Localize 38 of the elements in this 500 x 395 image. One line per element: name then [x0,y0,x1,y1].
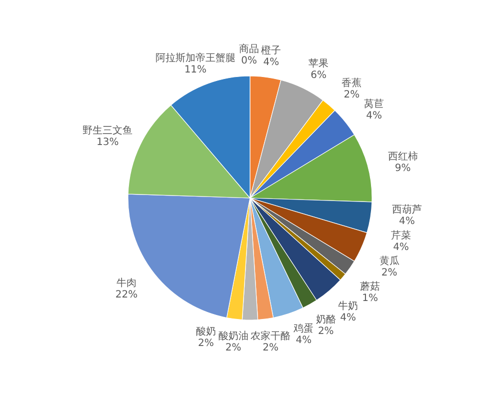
slice-label: 香蕉 [342,76,362,89]
data-label: 9% [394,162,411,174]
slice-label: 黄瓜 [379,254,400,267]
slice-label: 阿拉斯加帝王蟹腿 [155,52,236,64]
slice-label: 西葫芦 [392,203,422,216]
slice-label: 牛肉 [116,276,136,289]
slice-label: 橙子 [261,44,282,56]
data-label: 13% [96,137,119,148]
data-label: 6% [310,70,326,81]
data-label: 2% [225,342,242,354]
slice-label: 农家干酪 [250,330,291,342]
data-label: 4% [296,334,312,346]
data-label: 4% [399,216,415,227]
slice-label: 酸奶油 [218,330,248,342]
data-label: 2% [344,89,360,100]
data-label: 4% [366,110,382,122]
slice-label: 芹菜 [391,229,411,242]
data-label: 2% [198,338,214,349]
slice-label: 鸡蛋 [292,322,314,334]
slice-label: 苹果 [308,57,329,70]
slice-label: 野生三文鱼 [82,124,133,137]
data-label: 4% [263,56,280,68]
slice-label: 西红柿 [388,150,418,162]
data-label: 2% [318,326,334,337]
slice-label: 牛奶 [338,300,358,312]
slice-label: 莴苣 [364,98,384,110]
data-label: 2% [381,267,398,278]
data-label: 2% [262,342,278,354]
slice-label: 奶酪 [316,313,336,326]
category-label: 商品 [239,44,260,56]
data-label: 11% [184,64,207,76]
data-label: 4% [393,242,409,253]
slice-label: 酸奶 [196,325,216,338]
data-label: 1% [362,293,378,304]
slice-label: 蘑菇 [360,280,380,293]
text: 0% [241,56,257,67]
data-label: 22% [115,289,138,300]
data-label: 4% [340,312,356,324]
